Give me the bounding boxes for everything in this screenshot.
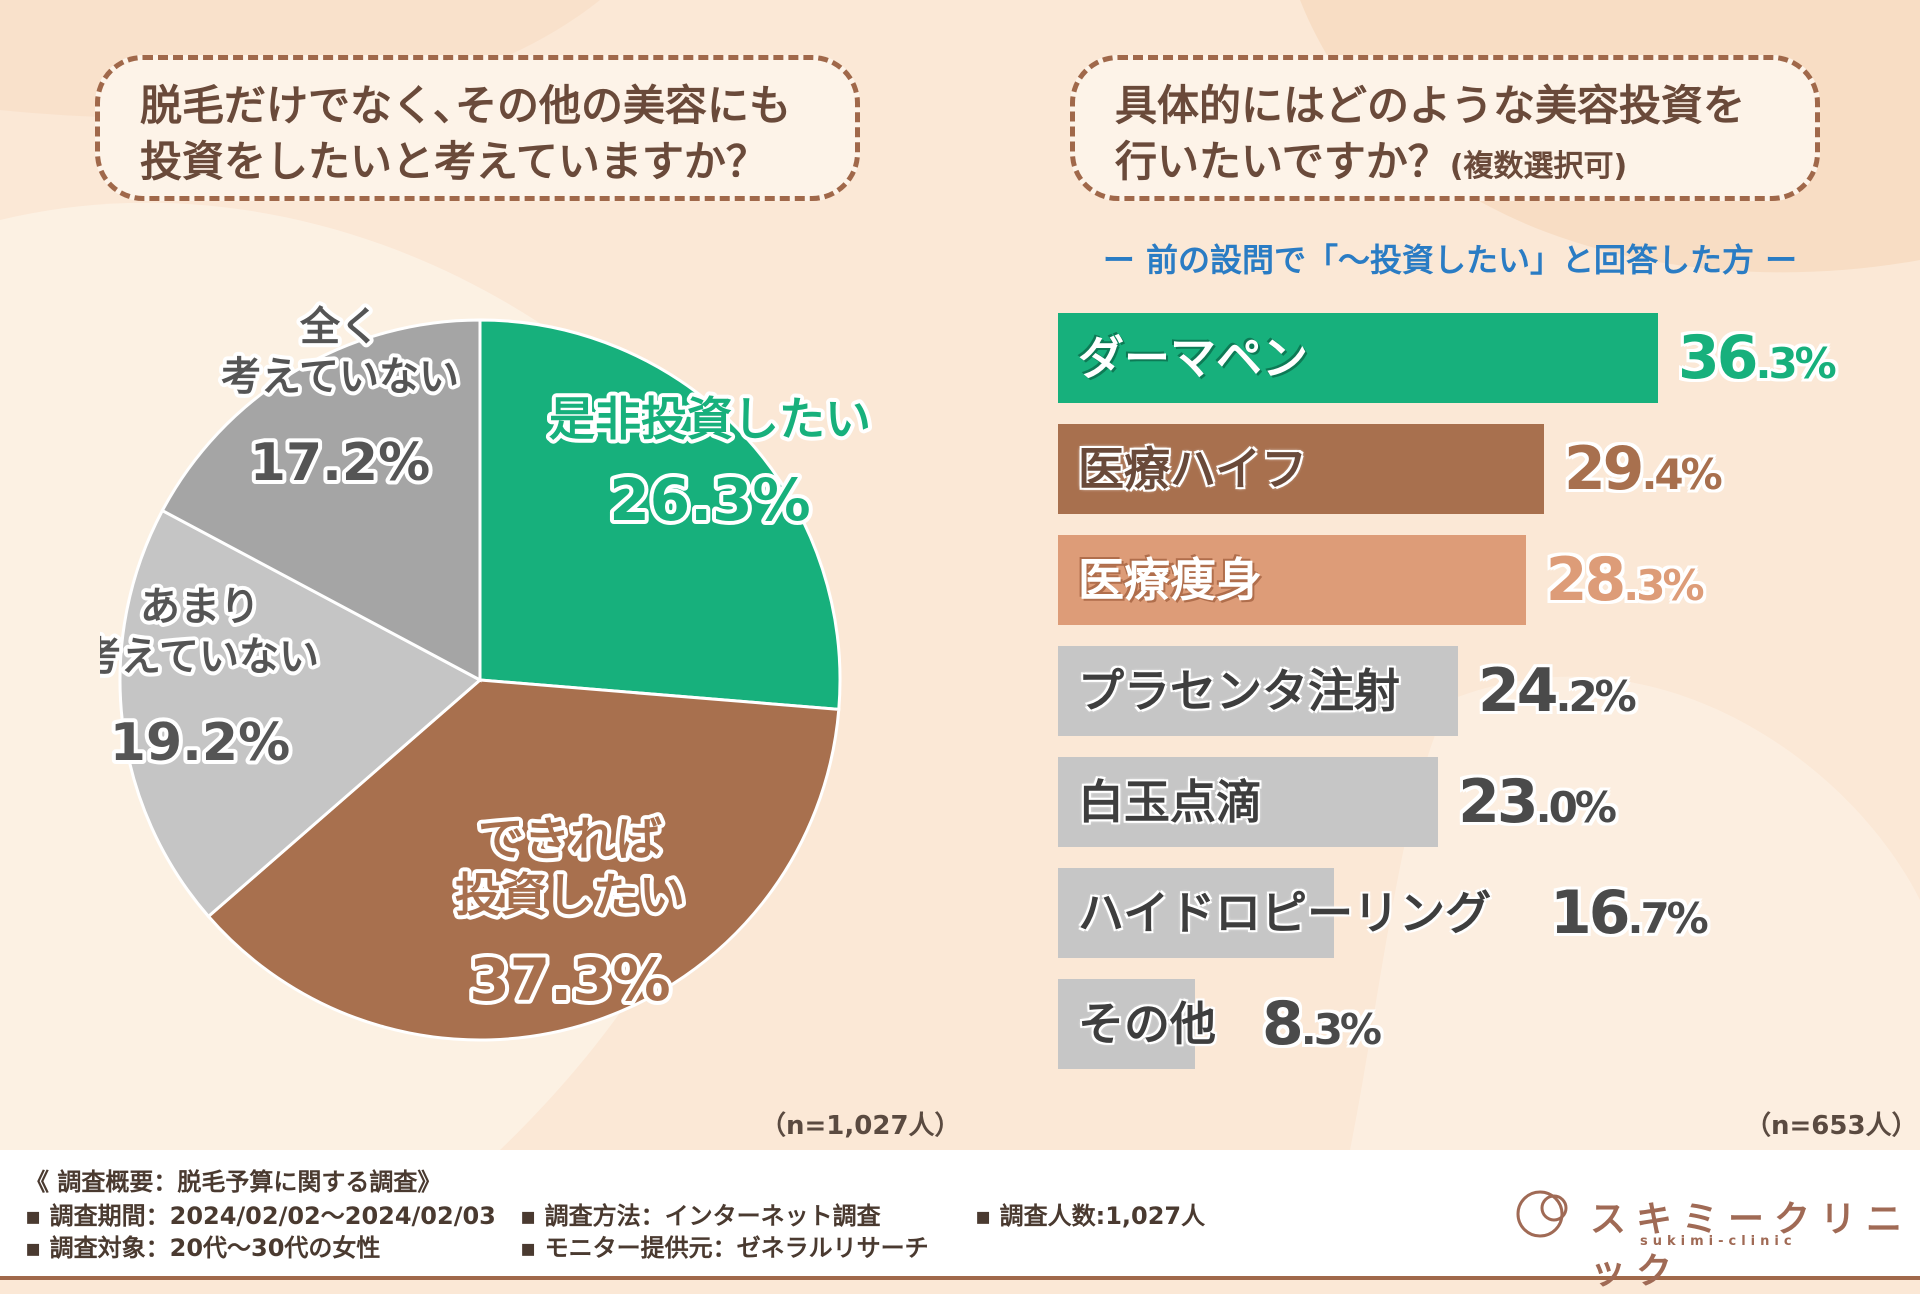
pie-slice-value: 37.3% [469,946,670,1014]
pie-slice-label: できれば [478,812,662,866]
left-question-line-2: 投資をしたいと考えていますか？ [140,137,768,186]
bar [1058,424,1544,514]
footer-provider: ▪ モニター提供元：ゼネラルリサーチ [520,1234,929,1262]
bar [1058,313,1658,403]
bar-sample-size: （n=653人） [1745,1111,1918,1141]
pie-slice-label: 考えていない [100,634,319,680]
footer-count: ▪ 調査人数:1,027人 [975,1202,1206,1230]
clinic-logo-subtext: sukimi-clinic [1640,1234,1797,1249]
pie-slice-label: 投資したい [455,868,685,922]
pie-slice-value: 17.2% [250,433,430,493]
bar-category-label: 医療ハイフ [1078,442,1308,496]
pie-slice-label: 考えていない [221,354,459,400]
footer-period: ▪ 調査期間：2024/02/02～2024/02/03 [25,1202,496,1230]
bar [1058,757,1439,847]
bar [1058,646,1458,736]
right-question-line-2: 行いたいですか？ [1115,137,1450,186]
bar-category-label: プラセンタ注射 [1078,664,1400,718]
bar-category-label: ダーマペン [1078,331,1308,385]
bar-value-label: 8.3% [1262,989,1382,1059]
footer-target: ▪ 調査対象：20代～30代の女性 [25,1234,381,1262]
bar-category-label: 白玉点滴 [1078,775,1262,829]
right-question-line-2-wrap: 行いたいですか？(複数選択可) [1115,134,1775,195]
pie-slice-label: あまり [140,584,260,630]
bar-value-label: 24.2% [1478,656,1637,726]
bar-value-label: 23.0% [1458,767,1617,837]
bar [1058,535,1526,625]
right-question-line-1: 具体的にはどのような美容投資を [1115,81,1746,130]
pie-slice-label: 是非投資したい [549,392,871,446]
bar-category-label: 医療痩身 [1078,553,1262,607]
pie-slice [160,318,482,683]
bar [1058,868,1335,958]
pie-slice-value: 19.2% [110,713,290,773]
left-question-line-1: 脱毛だけでなく､その他の美容にも [140,81,792,130]
footer-method: ▪ 調査方法：インターネット調査 [520,1202,881,1230]
pie-sample-size: （n=1,027人） [760,1111,961,1141]
bar-category-label: その他 [1078,997,1216,1051]
bar-chart-subtitle: ー 前の設問で「～投資したい」と回答した方 ー [1102,241,1798,279]
survey-footer: 《 調査概要：脱毛予算に関する調査》 ▪ 調査期間：2024/02/02～202… [0,1150,1920,1292]
bar [1058,979,1196,1069]
right-question-note: (複数選択可) [1449,149,1628,184]
left-question-box: 脱毛だけでなく､その他の美容にも 投資をしたいと考えていますか？ [95,55,860,201]
pie-chart: 是非投資したい26.3%できれば投資したい37.3%あまり考えていない19.2%… [100,300,875,1042]
bar-value-label: 36.3% [1678,323,1837,393]
clinic-logo-icon [1516,1190,1568,1238]
right-question-box: 具体的にはどのような美容投資を 行いたいですか？(複数選択可) [1070,55,1820,201]
bar-value-label: 29.4% [1563,434,1723,504]
pie-slice [206,678,841,1042]
pie-slice [478,318,842,711]
pie-slice-value: 26.3% [609,466,810,534]
pie-slice [118,508,483,919]
bar-value-label: 16.7% [1550,878,1709,948]
bar-value-label: 28.3% [1545,545,1705,615]
pie-slice-label: 全く [299,304,380,350]
bar-category-label: ハイドロピーリング [1078,886,1492,940]
footer-summary: 《 調査概要：脱毛予算に関する調査》 [25,1168,442,1196]
